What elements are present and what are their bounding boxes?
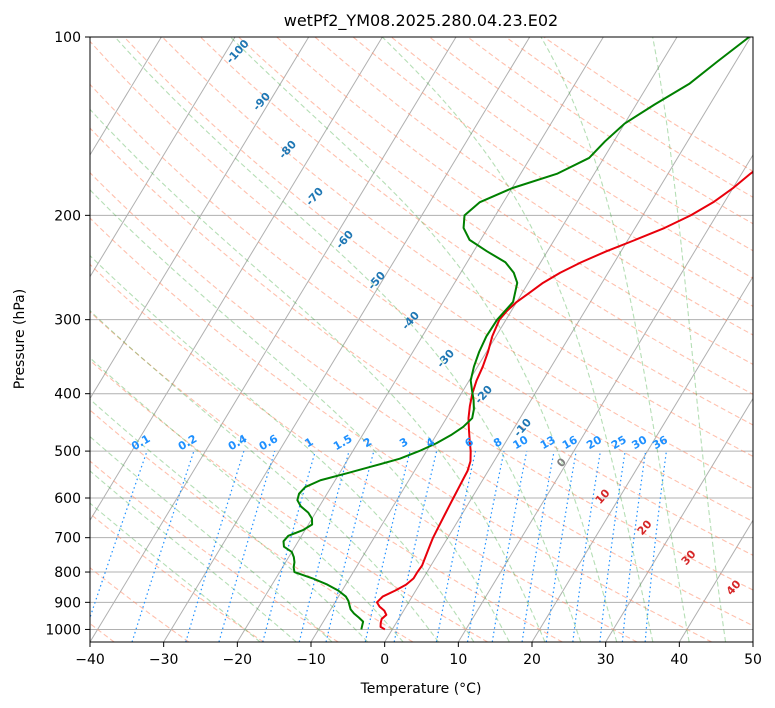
moist-adiabat bbox=[652, 37, 727, 642]
isotherm-line bbox=[678, 519, 753, 642]
y-tick-label: 900 bbox=[54, 595, 81, 611]
mixing-ratio-line bbox=[218, 450, 276, 642]
moist-adiabat bbox=[114, 37, 582, 642]
isotherm-line bbox=[605, 397, 753, 642]
moist-adiabat bbox=[230, 37, 618, 642]
x-axis-ticks: −40 −30 −20 −10 0 10 20 30 40 50 bbox=[75, 642, 762, 668]
dry-adiabat bbox=[90, 512, 264, 642]
profile-series bbox=[282, 37, 753, 631]
moist-adiabat bbox=[90, 502, 261, 642]
dry-adiabat bbox=[276, 37, 753, 365]
mixing-ratio-line bbox=[435, 450, 477, 642]
y-tick-label: 100 bbox=[54, 30, 81, 46]
x-tick-label: 0 bbox=[380, 652, 389, 668]
moist-adiabat bbox=[90, 470, 297, 642]
x-tick-label: −40 bbox=[75, 652, 105, 668]
moist-adiabat bbox=[381, 37, 654, 642]
isotherm-line bbox=[90, 37, 310, 400]
moist-adiabat bbox=[90, 398, 369, 642]
dry-adiabat bbox=[90, 127, 753, 591]
moist-adiabat bbox=[540, 37, 690, 642]
y-axis-label: Pressure (hPa) bbox=[12, 289, 28, 389]
dry-adiabat bbox=[123, 37, 753, 490]
y-tick-label: 800 bbox=[54, 565, 81, 581]
isotherm-line bbox=[90, 37, 383, 522]
mixing-ratio-line bbox=[90, 450, 148, 620]
mixing-ratio-line bbox=[491, 450, 528, 642]
isotherm-line bbox=[90, 37, 457, 642]
mixing-ratio-line bbox=[621, 451, 647, 642]
dry-adiabat bbox=[90, 311, 563, 642]
x-axis-label: Temperature (°C) bbox=[360, 681, 482, 697]
x-tick-label: −10 bbox=[296, 652, 326, 668]
dry-adiabat bbox=[90, 83, 753, 556]
dry-adiabat bbox=[90, 171, 753, 627]
mixing-ratio-line bbox=[466, 450, 505, 642]
x-tick-label: 30 bbox=[597, 652, 615, 668]
mixing-ratio-line bbox=[521, 450, 555, 642]
moist-adiabat bbox=[90, 254, 475, 642]
mixing-ratio-lines bbox=[90, 450, 667, 642]
moist-adiabat bbox=[90, 189, 510, 642]
dry-adiabat bbox=[90, 40, 753, 523]
temperature-profile-line bbox=[375, 170, 753, 631]
chart-title: wetPf2_YM08.2025.280.04.23.E02 bbox=[284, 11, 558, 31]
moist-adiabat bbox=[90, 108, 546, 642]
dry-adiabat bbox=[90, 217, 712, 642]
isotherm-line bbox=[90, 37, 162, 156]
dry-adiabat bbox=[90, 359, 488, 642]
dry-adiabat bbox=[90, 460, 339, 642]
dewpoint-profile-line bbox=[282, 37, 750, 630]
x-tick-label: 40 bbox=[670, 652, 688, 668]
mixing-ratio-line bbox=[185, 450, 245, 642]
x-tick-label: 20 bbox=[523, 652, 541, 668]
mixing-ratio-line bbox=[545, 450, 577, 642]
dry-adiabat bbox=[238, 37, 753, 395]
y-axis-ticks: 100 200 300 400 500 600 700 800 900 1000 bbox=[45, 30, 90, 638]
mixing-ratio-line bbox=[572, 451, 602, 642]
isotherm-line bbox=[457, 153, 753, 642]
mixing-ratio-line bbox=[599, 451, 626, 642]
moist-adiabat bbox=[90, 357, 404, 642]
isotherm-line bbox=[163, 37, 531, 642]
dry-adiabats bbox=[90, 37, 753, 642]
x-tick-label: 10 bbox=[449, 652, 467, 668]
y-tick-label: 400 bbox=[54, 387, 81, 403]
dry-adiabat bbox=[90, 263, 638, 642]
plot-area bbox=[90, 37, 753, 642]
y-tick-label: 300 bbox=[54, 313, 81, 329]
moist-adiabats bbox=[90, 37, 727, 642]
x-tick-label: −20 bbox=[223, 652, 253, 668]
plot-frame bbox=[89, 36, 754, 643]
isotherm-line bbox=[752, 641, 753, 642]
isotherm-line bbox=[236, 37, 604, 642]
isotherm-line bbox=[90, 37, 236, 278]
y-tick-label: 700 bbox=[54, 531, 81, 547]
isotherm-line bbox=[531, 275, 753, 642]
y-tick-label: 200 bbox=[54, 208, 81, 224]
x-tick-label: −30 bbox=[149, 652, 179, 668]
x-tick-label: 50 bbox=[744, 652, 762, 668]
moist-adiabat bbox=[90, 309, 439, 642]
dry-adiabat bbox=[200, 37, 753, 426]
mixing-ratio-line bbox=[131, 450, 195, 642]
y-tick-label: 1000 bbox=[45, 622, 81, 638]
y-tick-label: 500 bbox=[54, 444, 81, 460]
mixing-ratio-line bbox=[644, 451, 667, 642]
y-tick-label: 600 bbox=[54, 491, 81, 507]
dry-adiabat bbox=[90, 409, 414, 642]
isotherm-line bbox=[384, 37, 752, 642]
